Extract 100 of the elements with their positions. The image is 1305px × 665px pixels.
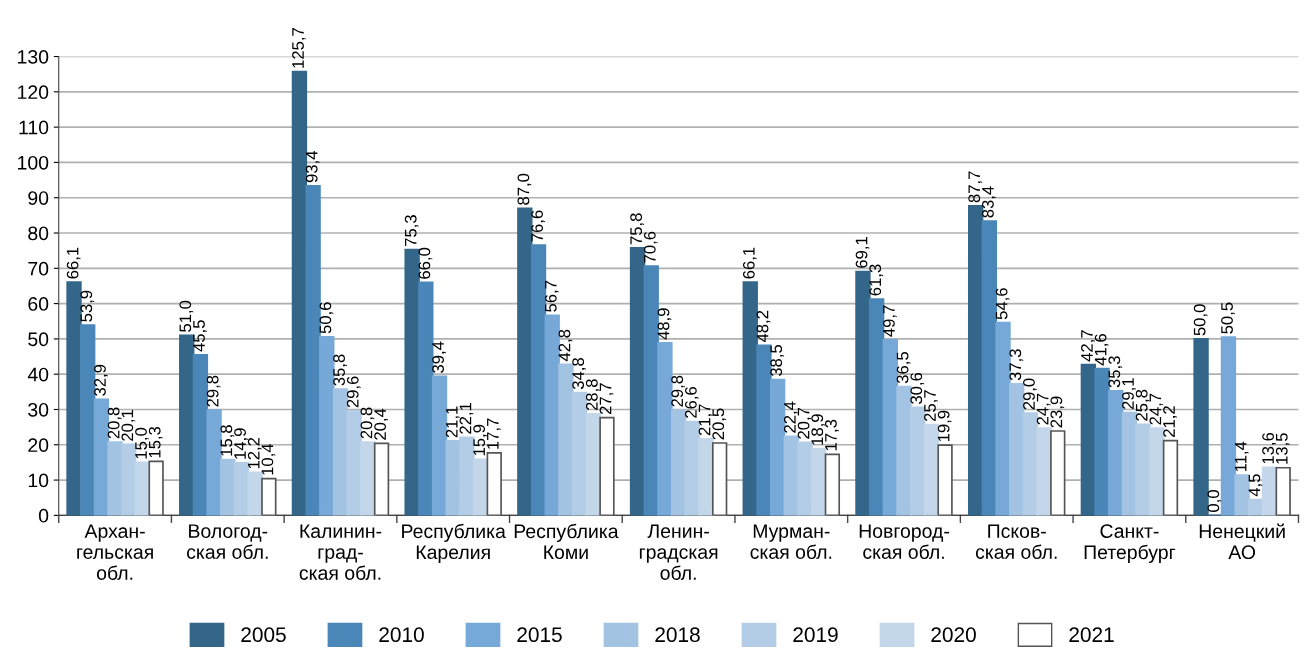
data-label: 50,0 [1193, 304, 1208, 336]
x-tick-label: Новгород- ская обл. [859, 524, 949, 559]
x-tick-label: Калинин- град- ская обл. [299, 524, 382, 580]
data-label: 29,1 [1122, 378, 1136, 410]
x-tick-label: Вологод- ская обл. [186, 524, 268, 559]
data-label: 20,1 [121, 410, 136, 441]
y-tick-label: 50 [28, 332, 49, 347]
data-label: 22,1 [459, 402, 474, 434]
y-tick-label: 110 [19, 120, 49, 135]
data-label: 17,7 [487, 418, 501, 449]
data-label: 10,4 [261, 443, 276, 475]
data-label: 32,9 [94, 364, 108, 396]
legend-label: 2020 [931, 627, 976, 643]
data-label: 75,3 [404, 215, 419, 246]
data-label: 66,1 [66, 247, 81, 279]
data-label: 66,1 [742, 247, 757, 279]
data-label: 20,7 [797, 407, 812, 439]
data-label: 125,7 [292, 28, 306, 68]
data-label: 51,0 [179, 300, 194, 332]
data-label: 48,9 [657, 308, 672, 340]
x-tick-label: Псков- ская обл. [975, 524, 1057, 559]
y-tick-label: 20 [28, 438, 49, 453]
data-label: 75,8 [630, 213, 644, 245]
data-label: 41,6 [1094, 334, 1109, 366]
data-label: 34,8 [572, 358, 587, 390]
x-tick-label: Республика Коми [514, 523, 619, 560]
data-label: 17,3 [825, 419, 839, 451]
data-label: 13,6 [1262, 432, 1276, 464]
legend-label: 2018 [655, 627, 700, 643]
y-tick-label: 130 [18, 49, 49, 64]
data-label: 21,1 [445, 406, 460, 438]
data-label: 14,9 [234, 428, 248, 459]
y-tick-label: 60 [28, 297, 49, 311]
data-label: 20,5 [712, 408, 727, 440]
data-label: 15,3 [148, 426, 163, 458]
x-tick-label: Санкт- Петербург [1084, 524, 1176, 563]
data-label: 0,0 [1207, 490, 1222, 512]
y-tick-label: 120 [18, 85, 49, 100]
data-label: 18,9 [811, 414, 826, 445]
data-label: 38,5 [770, 344, 785, 377]
data-label: 15,0 [135, 427, 149, 459]
data-label: 61,3 [869, 264, 884, 296]
data-label: 20,4 [374, 408, 388, 440]
legend-label: 2010 [379, 627, 424, 643]
data-label: 23,9 [1050, 396, 1065, 428]
data-label: 26,6 [684, 387, 699, 418]
y-tick-label: 80 [28, 226, 49, 241]
x-tick-label: Мурман- ская обл. [750, 524, 832, 559]
data-label: 11,4 [1234, 441, 1249, 472]
data-label: 70,6 [643, 231, 658, 263]
data-label: 4,5 [1248, 474, 1263, 497]
x-tick-label: Архан- гельская обл. [77, 524, 153, 580]
data-label: 69,1 [855, 237, 870, 268]
data-label: 53,9 [80, 290, 95, 322]
data-label: 30,6 [910, 372, 925, 404]
y-tick-label: 90 [28, 191, 49, 205]
y-tick-label: 10 [28, 473, 49, 488]
y-tick-label: 40 [27, 367, 49, 382]
data-label: 28,8 [585, 379, 600, 411]
data-label: 24,7 [1036, 393, 1051, 425]
data-label: 39,4 [432, 341, 446, 373]
x-tick-label: Ненецкий АО [1199, 523, 1285, 560]
data-label: 29,6 [346, 376, 361, 408]
data-label: 93,4 [305, 150, 320, 183]
y-tick-label: 100 [18, 155, 49, 170]
data-label: 21,2 [1163, 406, 1177, 437]
legend-label: 2015 [517, 627, 562, 643]
x-tick-label: Ленин- градская обл. [639, 524, 718, 580]
data-label: 42,8 [558, 329, 573, 362]
data-label: 49,7 [883, 305, 897, 337]
data-label: 24,7 [1149, 393, 1164, 425]
data-label: 13,5 [1275, 433, 1290, 464]
data-label: 50,5 [1221, 302, 1235, 334]
data-label: 35,8 [333, 354, 347, 386]
legend-label: 2021 [1069, 627, 1114, 643]
data-label: 25,7 [924, 390, 938, 422]
data-label: 20,8 [360, 407, 375, 439]
data-label: 15,9 [473, 424, 487, 456]
data-label: 35,3 [1108, 356, 1123, 388]
data-label: 27,7 [599, 383, 614, 414]
data-label: 48,2 [756, 310, 771, 343]
data-label: 87,0 [517, 173, 532, 205]
data-label: 20,8 [107, 407, 122, 439]
data-label: 37,3 [1009, 349, 1024, 381]
data-label: 42,7 [1081, 330, 1095, 362]
data-label: 21,7 [698, 404, 713, 436]
legend-label: 2005 [241, 627, 286, 643]
data-label: 19,9 [937, 410, 952, 442]
data-label: 54,6 [995, 288, 1010, 320]
data-label: 25,8 [1135, 389, 1150, 421]
data-label: 15,8 [220, 425, 235, 456]
data-label: 12,2 [247, 437, 262, 469]
data-label: 76,6 [531, 210, 545, 242]
data-label: 83,4 [982, 186, 996, 218]
data-label: 36,5 [896, 352, 911, 384]
data-label: 87,7 [968, 171, 983, 203]
data-label: 50,6 [319, 302, 334, 334]
legend-label: 2019 [793, 627, 838, 643]
data-label: 22,4 [783, 401, 798, 433]
data-label: 66,0 [418, 247, 433, 279]
